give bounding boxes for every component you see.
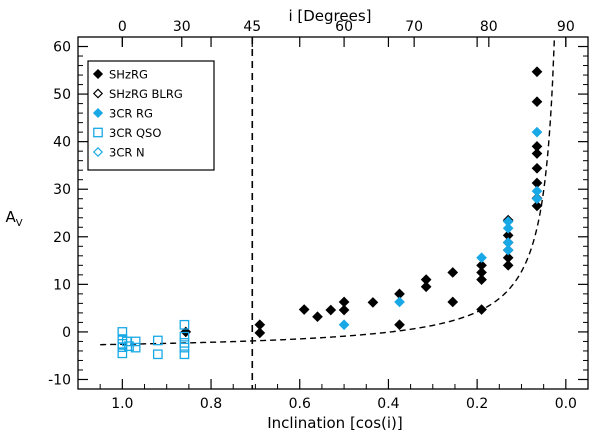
y-axis-title-sub: V bbox=[16, 218, 23, 229]
legend-label-3cr-qso: 3CR QSO bbox=[109, 126, 161, 140]
model-curve-group bbox=[100, 36, 556, 389]
data-point-shzrg bbox=[531, 66, 543, 78]
top-axis-title: i [Degrees] bbox=[288, 7, 371, 25]
y-tick-label: 40 bbox=[53, 135, 71, 151]
y-tick-label: 50 bbox=[53, 87, 71, 103]
data-point-3cr-rg bbox=[338, 319, 350, 331]
x-axis-title: Inclination [cos(i)] bbox=[267, 414, 403, 432]
y-axis-title-main: A bbox=[5, 208, 16, 226]
data-point-3cr-qso bbox=[130, 342, 141, 353]
data-point-shzrg bbox=[476, 274, 487, 285]
data-point-shzrg bbox=[420, 281, 432, 293]
data-point-shzrg bbox=[502, 259, 514, 271]
y-tick-label: -10 bbox=[48, 372, 71, 388]
y-tick-label: 60 bbox=[53, 40, 71, 56]
data-point-shzrg bbox=[312, 311, 323, 323]
data-point-3cr-qso bbox=[179, 331, 190, 342]
y-tick-label: 20 bbox=[53, 230, 71, 246]
legend-marker-shzrg bbox=[92, 68, 104, 80]
data-point-3cr-rg bbox=[502, 244, 514, 256]
top-tick-label: 30 bbox=[173, 19, 191, 35]
data-point-shzrg bbox=[338, 304, 350, 316]
y-tick-label: 0 bbox=[62, 325, 71, 341]
x-tick-label: 0.6 bbox=[289, 396, 311, 412]
data-point-3cr-qso bbox=[130, 336, 141, 347]
data-point-3cr-qso bbox=[179, 319, 190, 330]
data-point-3cr-rg bbox=[502, 222, 514, 234]
legend-label-3cr-n: 3CR N bbox=[109, 146, 145, 160]
data-point-3cr-qso bbox=[179, 342, 190, 353]
legend-label-3cr-rg: 3CR RG bbox=[109, 107, 153, 121]
top-tick-label: 80 bbox=[480, 19, 498, 35]
data-point-shzrg bbox=[394, 319, 405, 331]
data-point-shzrg bbox=[531, 96, 543, 108]
data-point-3cr-rg bbox=[476, 252, 487, 264]
top-tick-label: 60 bbox=[335, 19, 353, 35]
top-tick-label: 0 bbox=[118, 19, 127, 35]
legend-marker-3cr-rg bbox=[92, 107, 104, 119]
legend-marker-shzrg-blrg bbox=[92, 88, 104, 99]
data-point-shzrg bbox=[476, 304, 487, 315]
data-point-3cr-qso bbox=[179, 349, 190, 360]
data-point-3cr-qso bbox=[117, 327, 128, 337]
top-tick-label: 90 bbox=[557, 19, 575, 35]
top-tick-label: 45 bbox=[243, 19, 261, 35]
data-point-shzrg bbox=[531, 148, 543, 159]
data-point-3cr-qso bbox=[152, 349, 163, 360]
x-tick-label: 0.8 bbox=[200, 396, 222, 412]
data-point-shzrg bbox=[298, 304, 310, 315]
x-tick-label: 0.0 bbox=[555, 396, 577, 412]
data-point-3cr-rg bbox=[531, 193, 543, 205]
data-point-shzrg bbox=[447, 296, 459, 308]
y-tick-label: 10 bbox=[53, 277, 71, 293]
data-point-shzrg bbox=[254, 327, 266, 339]
axes-group: 1.0 0.8 0.6 0.4 0.2 0.0 0 30 45 60 70 80 90 -10 0 10 20 3… bbox=[48, 19, 589, 412]
x-tick-label: 0.4 bbox=[377, 396, 399, 412]
top-tick-label: 70 bbox=[405, 19, 423, 35]
legend-label-shzrg-blrg: SHzRG BLRG bbox=[109, 87, 183, 101]
x-tick-label: 0.2 bbox=[466, 396, 488, 412]
data-point-shzrg bbox=[531, 162, 543, 174]
y-tick-label: 30 bbox=[53, 182, 71, 198]
legend-marker-3cr-qso bbox=[93, 127, 103, 138]
legend: SHzRG SHzRG BLRG 3CR RG 3CR QSO 3CR N bbox=[87, 60, 215, 171]
data-point-3cr-qso bbox=[117, 348, 128, 359]
data-point-3cr-qso bbox=[152, 335, 163, 346]
data-points-group bbox=[117, 66, 543, 360]
data-point-shzrg bbox=[325, 304, 337, 316]
data-point-3cr-rg bbox=[531, 126, 543, 138]
data-point-3cr-rg bbox=[394, 296, 405, 308]
data-point-shzrg bbox=[531, 200, 543, 212]
data-point-shzrg bbox=[447, 267, 459, 278]
model-curve bbox=[100, 36, 556, 346]
x-tick-label: 1.0 bbox=[111, 396, 133, 412]
plot-frame bbox=[77, 36, 589, 390]
legend-marker-3cr-n bbox=[92, 146, 104, 158]
data-point-shzrg bbox=[367, 297, 379, 308]
y-axis-title: AV bbox=[5, 208, 22, 229]
legend-label-shzrg: SHzRG bbox=[109, 68, 148, 82]
legend-box bbox=[87, 60, 215, 171]
